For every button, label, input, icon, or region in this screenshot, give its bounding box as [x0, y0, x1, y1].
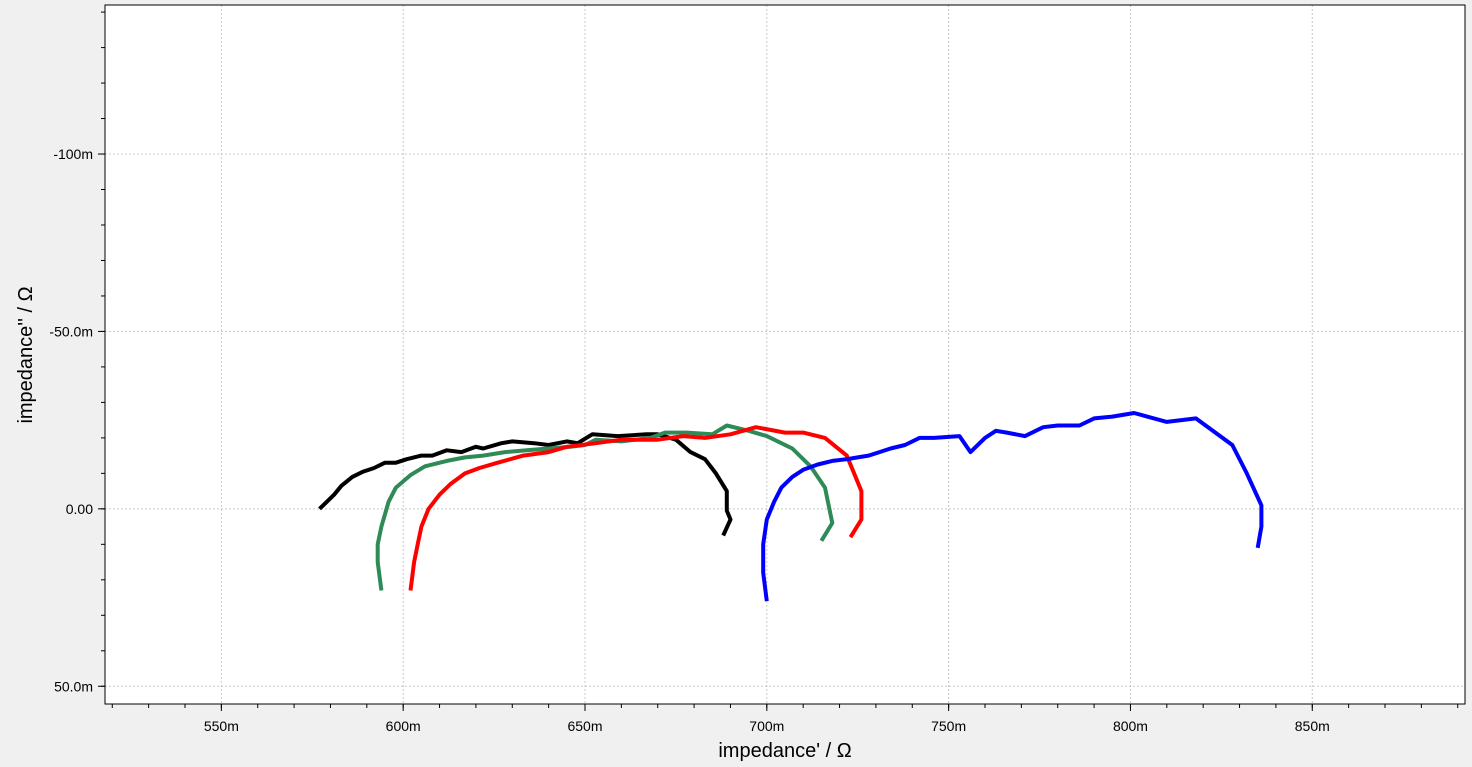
y-tick-label: 50.0m: [54, 678, 93, 694]
grid-lines: [105, 5, 1465, 704]
y-tick-label: -100m: [53, 146, 93, 162]
x-tick-label: 700m: [749, 718, 784, 734]
y-tick-label: -50.0m: [49, 323, 93, 339]
x-tick-label: 650m: [567, 718, 602, 734]
series-line-1: [318, 432, 733, 537]
series-layer: [318, 411, 1264, 602]
series-line-4: [761, 411, 1264, 602]
y-axis-title: impedance'' / Ω: [15, 286, 37, 423]
axis-ticks: [98, 11, 1459, 711]
y-tick-label: 0.00: [66, 501, 93, 517]
series-line-3: [408, 425, 864, 591]
x-axis-title: impedance' / Ω: [718, 740, 851, 762]
x-tick-label: 550m: [204, 718, 239, 734]
x-tick-label: 600m: [386, 718, 421, 734]
tick-labels: 550m 600m 650m 700m 750m 800m 850m -100m -50.0m 0…: [49, 146, 1329, 734]
x-tick-label: 750m: [931, 718, 966, 734]
x-tick-label: 850m: [1295, 718, 1330, 734]
plot-frame: [104, 4, 1466, 705]
plot-background: [105, 5, 1465, 704]
x-tick-label: 800m: [1113, 718, 1148, 734]
